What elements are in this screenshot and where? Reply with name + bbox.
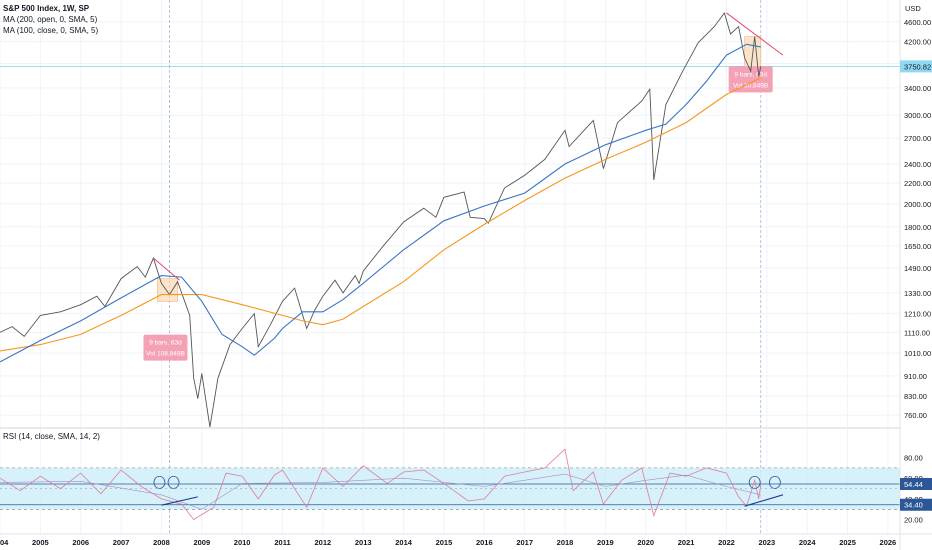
rsi-ma-line[interactable] [0,473,761,510]
time-tick-label: 2013 [355,538,372,547]
time-tick-label: 2015 [436,538,453,547]
time-tick-label: 2024 [799,538,817,547]
price-series [0,12,784,428]
time-tick-label: 2020 [637,538,654,547]
chart-title[interactable]: S&P 500 Index, 1W, SP [3,4,90,13]
price-tick-label: 4200.00 [904,38,931,47]
trend-line[interactable] [153,257,180,281]
rsi-band [0,467,900,510]
measure-label: 9 bars, 63d [734,71,767,78]
price-tick-label: 1210.00 [904,310,931,319]
moving-average-line[interactable] [0,77,762,352]
legend-ma-200[interactable]: MA (200, open, 0, SMA, 5) [3,15,98,24]
time-tick-label: 2018 [557,538,574,547]
rsi-value-badge-bg [900,477,932,490]
rsi-highlight-circle[interactable] [748,475,761,489]
price-tick-label: 1800.00 [904,223,931,232]
rsi-legend: RSI (14, close, SMA, 14, 2) [3,432,100,441]
price-tick-label: 3400.00 [904,84,931,93]
rsi-tick-label: 20.00 [904,516,923,525]
time-tick-label: 2007 [113,538,130,547]
time-tick-label: 2014 [395,538,413,547]
range-box[interactable] [157,278,178,302]
price-annotations: 9 bars, 63d Vol 108.849B 9 bars, 63d Vol 30… [143,36,773,361]
time-tick-label: 2022 [718,538,735,547]
price-tick-label: 1010.00 [904,349,931,358]
price-tick-label: 1330.00 [904,289,931,298]
current-price-badge: 3750.82 [904,62,931,71]
price-tick-label: 2400.00 [904,160,931,169]
time-tick-label: 2017 [516,538,533,547]
time-tick-label: 2011 [274,538,290,547]
rsi-tick-label: 80.00 [904,454,923,463]
rsi-trend-line[interactable] [744,494,784,507]
price-tick-label: 2000.00 [904,200,931,209]
price-tick-label: 3000.00 [904,111,931,120]
rsi-line[interactable] [0,448,762,521]
price-tick-label: 1490.00 [904,264,931,273]
time-tick-label: 2010 [234,538,251,547]
rsi-series [0,448,784,521]
rsi-level-badge-bg [900,498,932,511]
rsi-title[interactable]: RSI (14, close, SMA, 14, 2) [3,432,100,441]
time-tick-label: 2021 [678,538,695,547]
price-axis[interactable]: USD [899,0,921,550]
rsi-highlight-circle[interactable] [167,475,180,489]
price-pane[interactable]: 9 bars, 63d Vol 108.849B 9 bars, 63d Vol 30… [0,12,784,428]
value-badges: 3750.82 54.44 34.40 [900,60,932,511]
legend-ma-100[interactable]: MA (100, close, 0, SMA, 5) [3,26,98,35]
price-tick-label: 910.00 [904,372,927,381]
price-tick-label: 2200.00 [904,179,931,188]
rsi-pane[interactable] [0,448,900,521]
measure-volume: Vol 108.849B [146,351,185,358]
currency-label: USD [905,4,921,13]
rsi-trend-line[interactable] [161,496,198,506]
time-tick-label: 2025 [839,538,856,547]
time-tick-label: 2023 [758,538,775,547]
price-legend: S&P 500 Index, 1W, SP MA (200, open, 0, … [3,4,98,35]
price-tick-label: 830.00 [904,392,927,401]
time-tick-label: 2016 [476,538,493,547]
measure-label: 9 bars, 63d [149,340,182,347]
measure-label-box[interactable] [728,66,773,93]
price-axis-ticks: 760.00 830.00 910.00 1010.00 1110.00 1210.00 1… [904,18,931,420]
price-tick-label: 1650.00 [904,242,931,251]
trend-line[interactable] [726,12,784,56]
price-tick-label: 2700.00 [904,134,931,143]
price-series-line[interactable] [0,12,762,428]
rsi-highlight-circle[interactable] [768,475,781,489]
price-tick-label: 1110.00 [904,328,930,337]
time-tick-label: 2026 [880,538,897,547]
time-tick-label: 2006 [72,538,89,547]
time-tick-label: 2009 [193,538,210,547]
current-price-badge-bg [900,60,932,73]
time-tick-label: 2012 [315,538,332,547]
price-tick-label: 760.00 [904,411,927,420]
time-tick-label: 2008 [153,538,170,547]
measure-volume: Vol 30.849B [733,82,768,89]
time-axis-ticks: 2004 2005 2006 2007 2008 2009 2010 2011 2012 2013… [0,538,896,547]
rsi-value-badge: 54.44 [904,480,923,489]
measure-label-box[interactable] [143,334,188,361]
time-tick-label: 2019 [597,538,614,547]
price-tick-label: 4600.00 [904,18,931,27]
moving-average-line[interactable] [0,43,761,363]
rsi-highlight-circle[interactable] [153,475,166,489]
time-tick-label: 2004 [0,538,9,547]
rsi-level-badge: 34.40 [904,501,923,510]
time-tick-label: 2005 [32,538,49,547]
